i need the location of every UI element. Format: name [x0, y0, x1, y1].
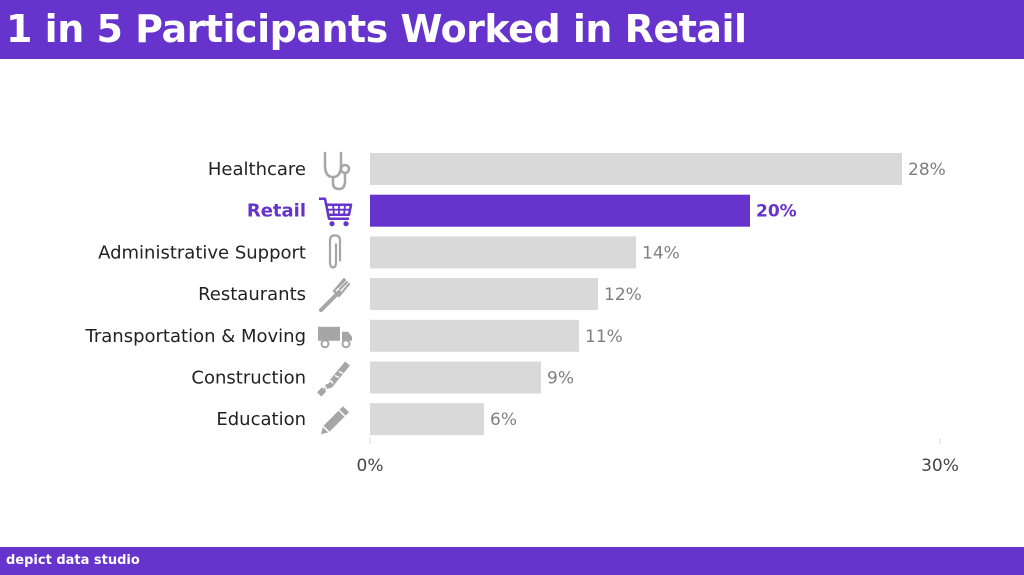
page-title: 1 in 5 Participants Worked in Retail: [6, 7, 747, 51]
brand-name: depict data studio: [6, 553, 140, 568]
value-label-construction: 9%: [547, 369, 574, 389]
value-label-restaurants: 12%: [604, 285, 642, 305]
category-label-healthcare: Healthcare: [208, 159, 306, 180]
bar-transportation-moving: [370, 319, 579, 352]
value-label-transportation-moving: 11%: [585, 327, 623, 347]
bar-construction: [370, 361, 541, 394]
value-label-administrative-support: 14%: [642, 243, 680, 263]
truck-icon: [318, 326, 352, 349]
category-label-education: Education: [216, 409, 306, 430]
bar-restaurants: [370, 278, 598, 311]
shopping-cart-icon: [319, 197, 353, 227]
fork-icon: [319, 278, 351, 313]
paperclip-icon: [328, 234, 342, 269]
category-label-restaurants: Restaurants: [198, 284, 306, 305]
header-banner: 1 in 5 Participants Worked in Retail: [0, 0, 1024, 59]
value-label-education: 6%: [490, 410, 517, 430]
bar-retail: [370, 194, 750, 227]
value-label-healthcare: 28%: [908, 160, 946, 180]
category-label-administrative-support: Administrative Support: [98, 242, 306, 263]
x-tick-label-0: 0%: [357, 456, 384, 476]
saw-icon: [317, 361, 350, 397]
footer-banner: depict data studio: [0, 547, 1024, 575]
value-label-retail: 20%: [756, 202, 797, 222]
bar-chart: Healthcare 28% Retail 20% Administrative Sup…: [85, 151, 959, 476]
bar-administrative-support: [370, 236, 636, 269]
pencil-icon: [321, 406, 349, 435]
stethoscope-icon: [323, 151, 351, 191]
bar-healthcare: [370, 153, 902, 185]
category-label-construction: Construction: [191, 368, 306, 389]
category-label-transportation-moving: Transportation & Moving: [85, 326, 306, 347]
category-label-retail: Retail: [247, 201, 306, 222]
x-tick-label-30: 30%: [921, 456, 959, 476]
bar-education: [370, 403, 484, 436]
